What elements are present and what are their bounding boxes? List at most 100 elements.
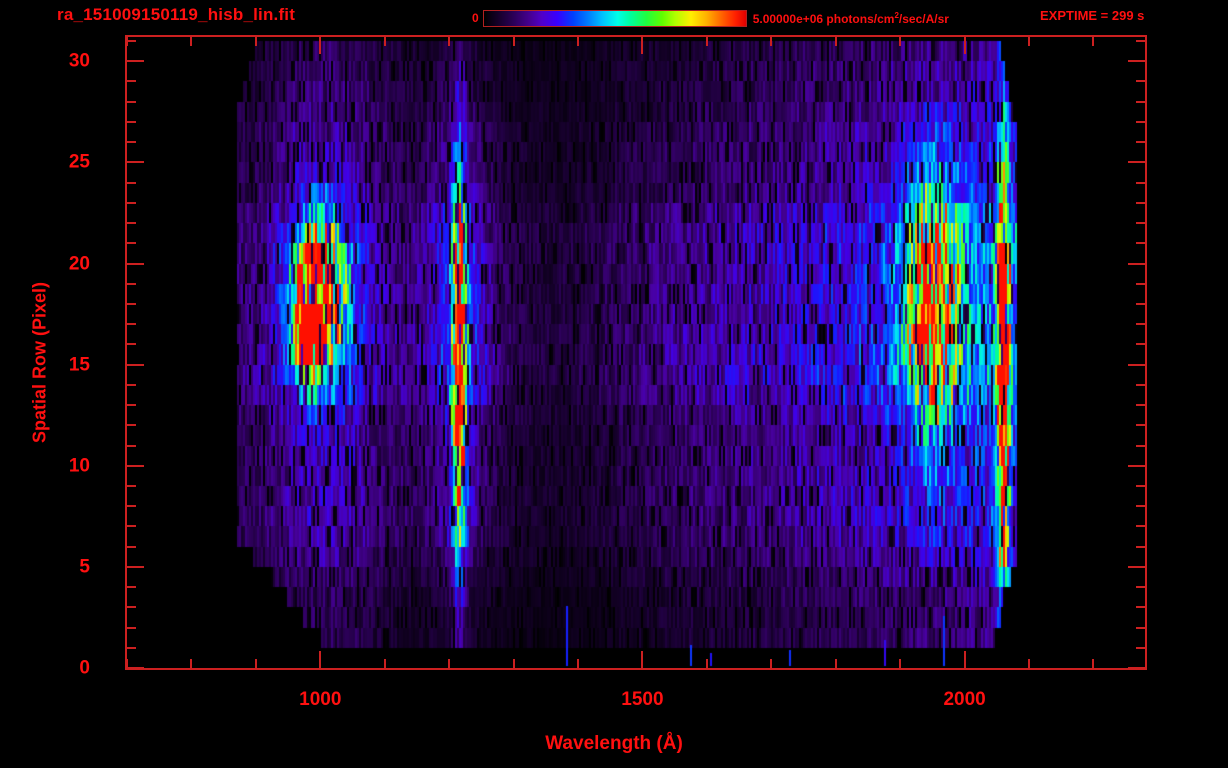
x-tick-minor-top: [383, 37, 386, 46]
y-tick-minor-right: [1136, 586, 1145, 589]
x-tick-minor: [705, 659, 708, 668]
x-tick-minor: [512, 659, 515, 668]
x-tick-minor-top: [512, 37, 515, 46]
x-tick-minor: [770, 659, 773, 668]
x-tick-major-top: [641, 37, 644, 54]
y-tick-minor-right: [1136, 525, 1145, 528]
y-tick-label: 30: [68, 50, 90, 72]
y-tick-major: [127, 464, 144, 467]
y-tick-minor: [127, 302, 136, 305]
y-tick-major-right: [1128, 464, 1145, 467]
y-tick-minor-right: [1136, 626, 1145, 629]
y-tick-label: 20: [68, 253, 90, 274]
colorbar-group: 0 5.00000e+06 photons/cm2/sec/A/sr: [472, 7, 949, 29]
y-tick-minor-right: [1136, 181, 1145, 184]
y-tick-major: [127, 262, 144, 265]
y-tick-minor-right: [1136, 100, 1145, 103]
x-tick-minor-top: [448, 37, 451, 46]
x-tick-minor: [1028, 659, 1031, 668]
x-tick-minor: [899, 659, 902, 668]
y-tick-minor: [127, 444, 136, 447]
y-tick-minor-right: [1136, 484, 1145, 487]
x-axis-title: Wavelength (Å): [545, 733, 683, 754]
x-tick-minor-top: [834, 37, 837, 46]
x-tick-label: 1000: [299, 689, 342, 710]
y-tick-minor-right: [1136, 606, 1145, 609]
x-tick-label: 1500: [621, 689, 664, 710]
y-tick-minor: [127, 505, 136, 508]
x-tick-minor-top: [577, 37, 579, 46]
x-tick-minor: [190, 659, 193, 668]
y-tick-minor: [127, 586, 136, 589]
y-tick-minor-right: [1136, 242, 1145, 245]
x-tick-minor: [1092, 659, 1095, 668]
x-tick-major-top: [319, 37, 322, 54]
colorbar-min-label: 0: [472, 11, 479, 25]
y-tick-major: [127, 60, 144, 63]
y-tick-minor: [127, 120, 136, 123]
x-tick-minor: [448, 659, 451, 668]
x-tick-minor-top: [190, 37, 193, 46]
x-tick-minor: [127, 659, 128, 668]
y-tick-minor: [127, 383, 136, 386]
x-tick-minor: [834, 659, 837, 668]
x-tick-minor-top: [127, 37, 128, 46]
x-tick-minor: [254, 659, 257, 668]
y-tick-minor: [127, 606, 136, 609]
x-tick-minor: [383, 659, 386, 668]
y-tick-minor: [127, 181, 136, 184]
y-tick-major: [127, 363, 144, 366]
y-tick-minor-right: [1136, 120, 1145, 123]
y-tick-minor: [127, 525, 136, 528]
y-tick-minor: [127, 222, 136, 225]
y-tick-label: 5: [79, 556, 90, 578]
intensity-colorbar: [482, 9, 747, 27]
x-tick-major: [963, 651, 966, 668]
colorbar-units-pre: photons/cm: [823, 11, 895, 26]
y-tick-label: 0: [79, 657, 90, 679]
y-tick-minor: [127, 100, 136, 103]
y-tick-minor: [127, 343, 136, 346]
x-tick-minor-top: [899, 37, 902, 46]
colorbar-units-exponent: 2: [894, 10, 899, 20]
y-tick-minor: [127, 40, 136, 43]
y-tick-minor-right: [1136, 444, 1145, 447]
y-tick-major-right: [1128, 667, 1145, 668]
y-tick-minor: [127, 282, 136, 285]
y-tick-minor: [127, 424, 136, 427]
y-tick-minor-right: [1136, 80, 1145, 83]
x-tick-major: [641, 651, 644, 668]
y-tick-minor-right: [1136, 424, 1145, 427]
x-tick-minor-top: [705, 37, 708, 46]
y-tick-minor: [127, 80, 136, 83]
x-tick-major: [319, 651, 322, 668]
y-tick-label: 25: [68, 151, 90, 173]
y-tick-major: [127, 565, 144, 568]
y-tick-minor-right: [1136, 404, 1145, 407]
plot-frame: [125, 35, 1147, 670]
y-tick-minor-right: [1136, 40, 1145, 43]
x-tick-minor-top: [254, 37, 257, 46]
y-tick-minor-right: [1136, 343, 1145, 346]
y-tick-major-right: [1128, 60, 1145, 63]
colorbar-max-value: 5.00000e+06: [752, 11, 824, 26]
y-tick-minor: [127, 201, 136, 204]
y-tick-major-right: [1128, 565, 1145, 568]
spectrogram-image: [127, 37, 1145, 668]
y-axis-title: Spatial Row (Pixel): [29, 281, 50, 444]
y-tick-minor: [127, 484, 136, 487]
y-tick-minor-right: [1136, 545, 1145, 548]
y-tick-minor: [127, 242, 136, 245]
y-tick-minor-right: [1136, 141, 1145, 144]
y-tick-minor: [127, 323, 136, 326]
x-tick-minor-top: [770, 37, 773, 46]
y-tick-label: 10: [68, 455, 90, 477]
page-title: ra_151009150119_hisb_lin.fit: [57, 5, 296, 24]
y-tick-minor-right: [1136, 383, 1145, 386]
x-tick-minor-top: [1092, 37, 1095, 46]
y-tick-major: [127, 161, 144, 164]
x-tick-major-top: [963, 37, 966, 54]
x-tick-minor: [577, 659, 579, 668]
y-tick-minor-right: [1136, 646, 1145, 649]
y-tick-minor-right: [1136, 505, 1145, 508]
